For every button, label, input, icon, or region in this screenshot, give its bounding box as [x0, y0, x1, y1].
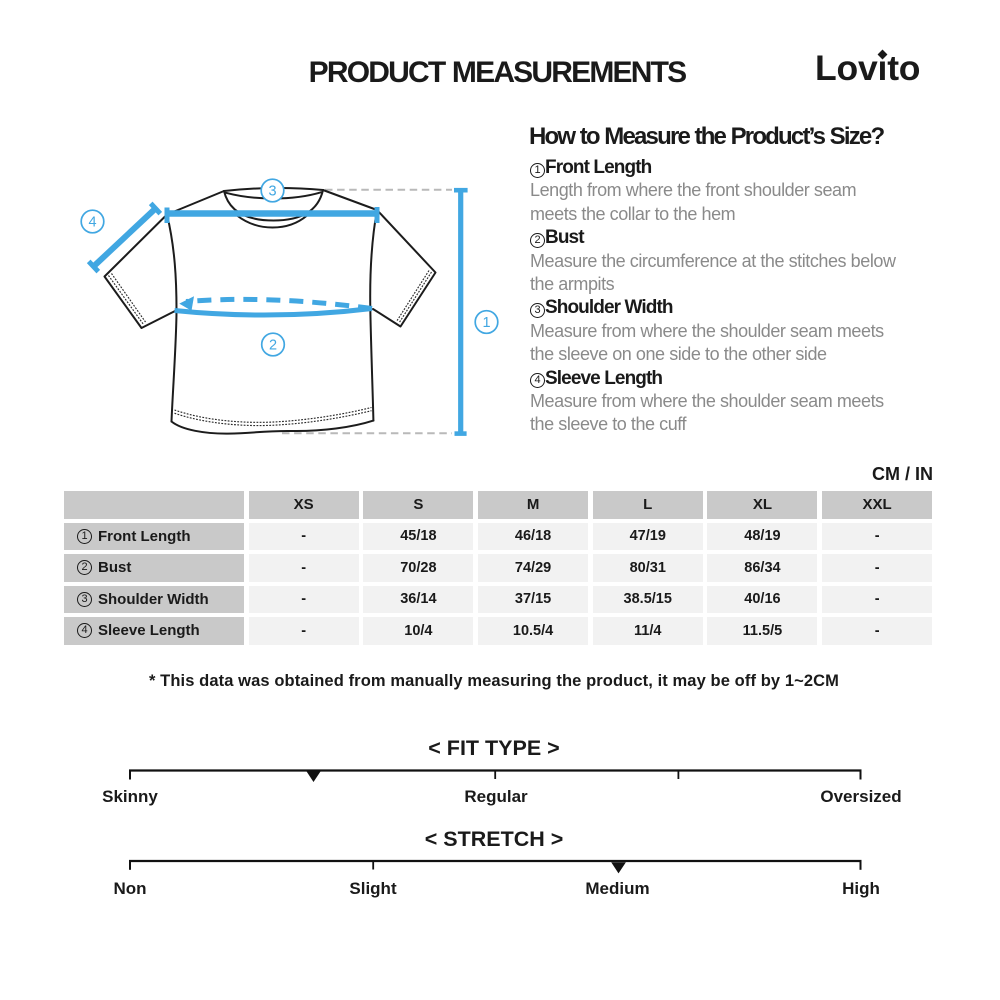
svg-text:4: 4 [88, 215, 96, 231]
svg-text:1: 1 [482, 315, 490, 331]
svg-text:2: 2 [269, 338, 277, 354]
svg-text:3: 3 [268, 184, 276, 200]
